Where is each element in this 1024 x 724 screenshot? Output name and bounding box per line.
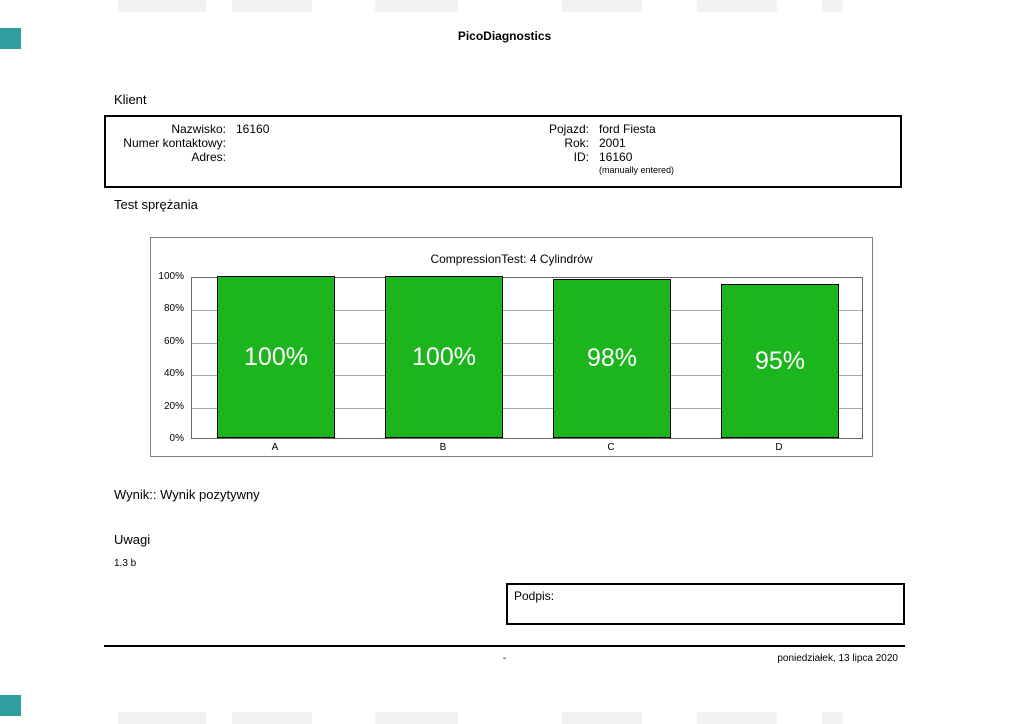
x-axis-category-label: B [439, 442, 447, 453]
chart-bar-a: 100% [217, 276, 335, 438]
year-value: 2001 [599, 136, 626, 150]
footer-divider [104, 645, 905, 647]
page-edge-artifact [822, 0, 843, 12]
bar-value-label: 98% [586, 344, 638, 373]
chart-bar-d: 95% [721, 284, 839, 438]
page-edge-artifact [118, 0, 206, 12]
page-edge-artifact [232, 0, 312, 12]
page-edge-artifact [375, 0, 458, 12]
signature-label: Podpis: [514, 589, 555, 603]
id-label: ID: [573, 150, 589, 164]
client-info-box: Nazwisko: 16160 Numer kontaktowy: Adres:… [104, 115, 902, 188]
page-edge-artifact [562, 712, 642, 724]
client-phone-row: Numer kontaktowy: [114, 136, 269, 150]
y-axis-tick-label: 40% [163, 368, 184, 380]
vehicle-label: Pojazd: [548, 122, 589, 136]
page-edge-artifact [232, 712, 312, 724]
chart-title: CompressionTest: 4 Cylindrów [430, 252, 593, 266]
bar-value-label: 95% [754, 346, 806, 375]
x-axis-category-label: D [775, 442, 783, 453]
y-axis-tick-label: 100% [158, 271, 184, 282]
chart-plot: 100% 100% 98% 95% [191, 276, 863, 439]
chart-gridline [192, 407, 862, 409]
footer-page-marker: - [502, 653, 507, 664]
client-name-label: Nazwisko: [171, 122, 226, 136]
footer-date: poniedziałek, 13 lipca 2020 [777, 653, 898, 664]
page-edge-artifact [118, 712, 206, 724]
bar-value-label: 100% [244, 342, 308, 371]
year-label: Rok: [564, 136, 589, 150]
y-axis-tick-label: 60% [163, 335, 184, 347]
manually-entered-note: (manually entered) [599, 165, 675, 175]
chart-gridline [192, 342, 862, 344]
page-edge-artifact [562, 0, 642, 12]
client-section-title: Klient [114, 92, 147, 107]
page-edge-artifact [822, 712, 843, 724]
notes-section-title: Uwagi [114, 532, 151, 547]
client-name-value: 16160 [236, 122, 270, 136]
chart-bar-c: 98% [553, 279, 671, 438]
page-edge-artifact [697, 712, 777, 724]
test-section-title: Test sprężania [114, 197, 198, 212]
chart-bar-b: 100% [385, 276, 503, 438]
page-edge-artifact [0, 28, 21, 49]
id-row: ID: 16160 [536, 150, 674, 164]
client-name-row: Nazwisko: 16160 [114, 122, 269, 136]
bar-value-label: 100% [412, 342, 476, 371]
signature-box: Podpis: [506, 583, 905, 625]
y-axis-tick-label: 80% [163, 303, 184, 315]
page-edge-artifact [375, 712, 458, 724]
notes-text: 1.3 b [114, 558, 137, 569]
y-axis-tick-label: 20% [163, 400, 184, 412]
report-title: PicoDiagnostics [457, 29, 552, 43]
chart-gridline [192, 310, 862, 312]
y-axis-tick-label: 0% [169, 433, 184, 444]
chart-y-axis: 100% 80% 60% 40% 20% 0% [151, 271, 187, 444]
x-axis-category-label: C [607, 442, 615, 453]
page-edge-artifact [697, 0, 777, 12]
client-info-left: Nazwisko: 16160 Numer kontaktowy: Adres: [114, 122, 269, 164]
page-edge-artifact [0, 695, 21, 716]
vehicle-value: ford Fiesta [599, 122, 656, 136]
year-row: Rok: 2001 [536, 136, 674, 150]
id-value: 16160 [599, 150, 633, 164]
chart-x-axis: A B C D [191, 442, 863, 456]
client-address-row: Adres: [114, 150, 269, 164]
client-phone-label: Numer kontaktowy: [123, 136, 226, 150]
chart-gridline [192, 375, 862, 377]
vehicle-row: Pojazd: ford Fiesta [536, 122, 674, 136]
client-address-label: Adres: [191, 150, 226, 164]
result-text: Wynik:: Wynik pozytywny [114, 487, 260, 502]
compression-chart: CompressionTest: 4 Cylindrów 100% 80% 60% 4… [150, 237, 873, 457]
client-info-right: Pojazd: ford Fiesta Rok: 2001 ID: 16160 … [536, 122, 674, 177]
x-axis-category-label: A [271, 442, 279, 453]
